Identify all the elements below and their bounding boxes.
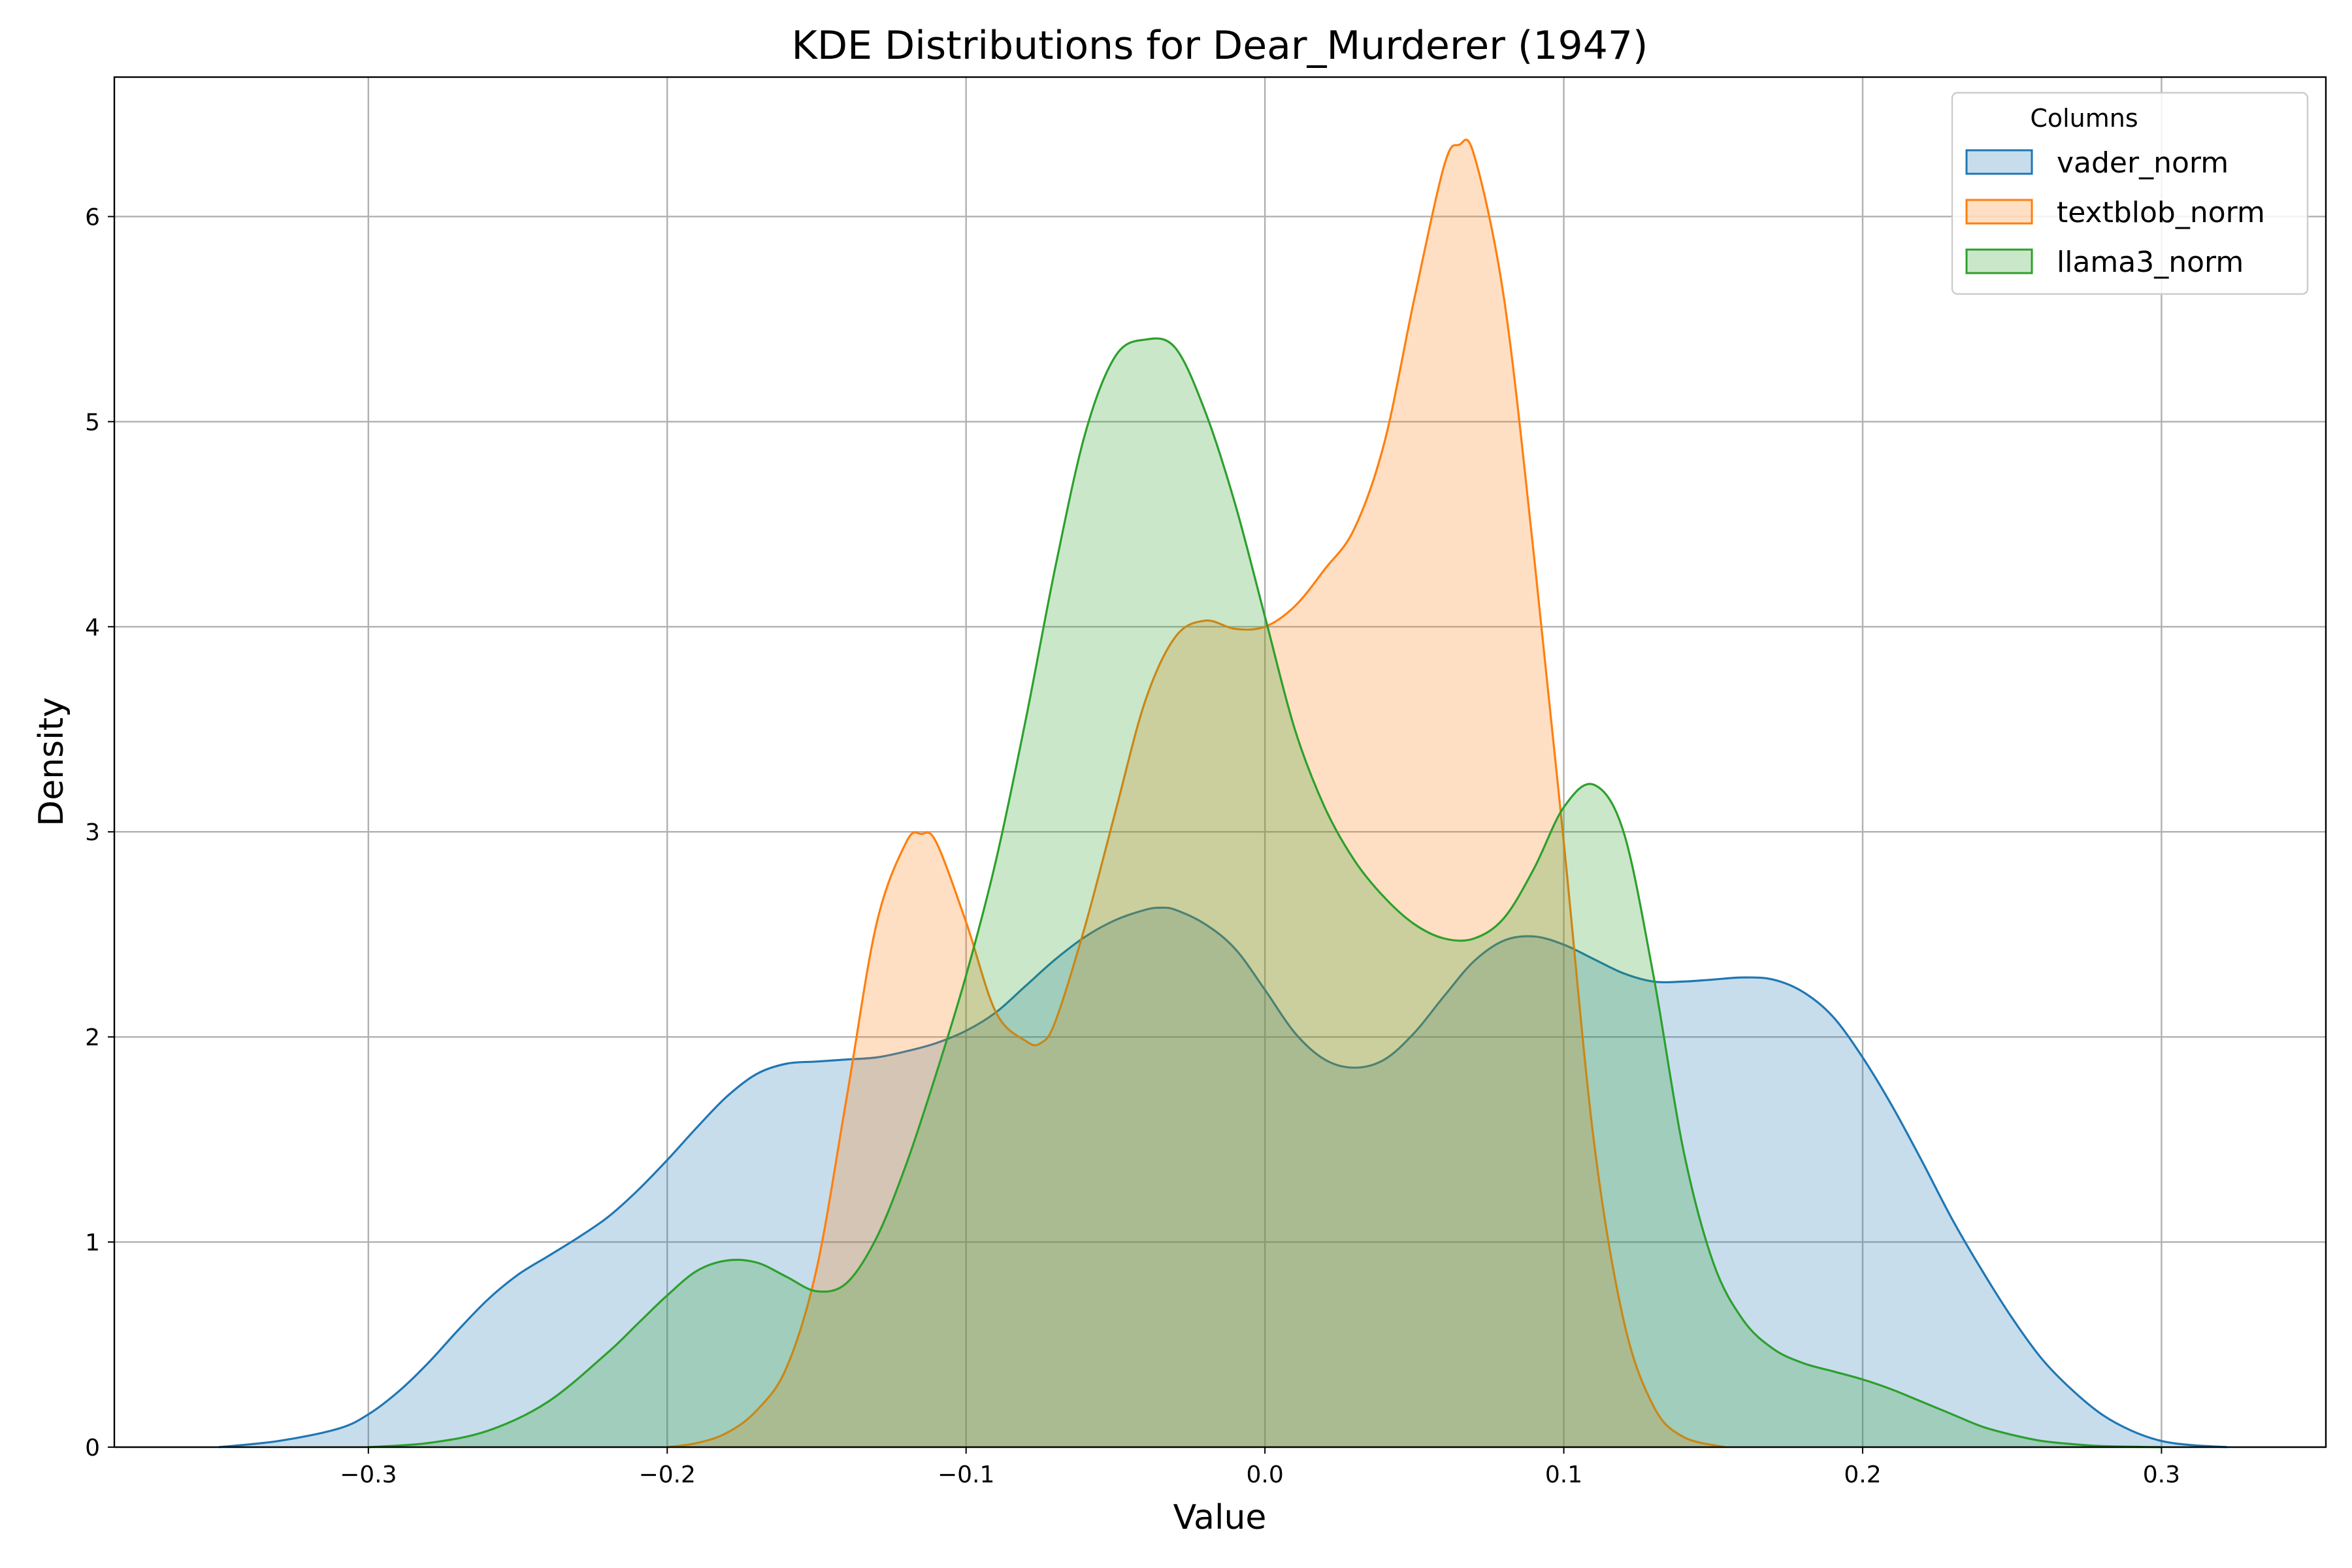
y-tick-label: 6: [85, 204, 100, 231]
y-axis-label: Density: [32, 697, 71, 826]
series-line-llama3: [368, 337, 2162, 1448]
y-tick-label: 3: [85, 819, 100, 846]
x-tick-label: 0.1: [1545, 1462, 1582, 1488]
series-layer: [218, 139, 2228, 1448]
legend-label-textblob: textblob_norm: [2057, 196, 2265, 229]
axis-ticks: −0.3 −0.2 −0.1 0.0 0.1 0.2 0.3 0 1 2 3 4 5 6: [85, 204, 2180, 1488]
x-tick-label: 0.0: [1246, 1462, 1283, 1488]
plot-area: [114, 77, 2326, 1447]
y-tick-label: 2: [85, 1024, 100, 1051]
y-tick-label: 1: [85, 1230, 100, 1256]
series-area-vader: [219, 907, 2227, 1447]
x-tick-label: −0.2: [639, 1462, 696, 1488]
legend-title: Columns: [2030, 104, 2138, 133]
y-tick-label: 0: [85, 1435, 100, 1462]
legend: Columns vader_norm textblob_norm llama3_…: [1951, 91, 2309, 295]
series-area-textblob: [667, 139, 1725, 1447]
series-area-llama3: [368, 338, 2162, 1447]
legend-label-vader: vader_norm: [2057, 146, 2229, 180]
x-axis-label: Value: [1173, 1498, 1267, 1537]
x-tick-label: −0.3: [340, 1462, 397, 1488]
series-line-textblob: [667, 139, 1725, 1448]
series-line-vader: [218, 906, 2228, 1448]
legend-label-llama3: llama3_norm: [2057, 246, 2244, 279]
x-tick-label: 0.2: [1844, 1462, 1881, 1488]
legend-swatch-llama3: [1965, 248, 2033, 274]
x-tick-label: −0.1: [938, 1462, 994, 1488]
y-tick-label: 5: [85, 409, 100, 436]
legend-box: [1951, 91, 2309, 295]
legend-swatch-textblob: [1965, 199, 2033, 225]
x-tick-label: 0.3: [2143, 1462, 2180, 1488]
y-tick-label: 4: [85, 614, 100, 641]
chart-title: KDE Distributions for Dear_Murderer (194…: [792, 23, 1648, 69]
legend-swatch-vader: [1965, 149, 2033, 175]
plot-frame: [113, 76, 2327, 1448]
